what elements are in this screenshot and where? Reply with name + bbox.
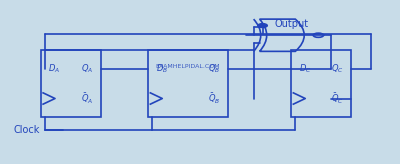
Circle shape [258, 24, 267, 28]
Text: $\bar{Q}_A$: $\bar{Q}_A$ [81, 91, 94, 106]
Bar [148, 50, 228, 117]
Text: $D_B$: $D_B$ [156, 62, 168, 75]
Text: Clock: Clock [13, 125, 40, 135]
Bar [41, 50, 101, 117]
Text: $D_A$: $D_A$ [48, 62, 60, 75]
Text: $\bar{Q}_C$: $\bar{Q}_C$ [331, 91, 344, 106]
Text: $Q_A$: $Q_A$ [81, 62, 94, 75]
Text: $\bar{Q}_B$: $\bar{Q}_B$ [208, 91, 221, 106]
Text: $D_C$: $D_C$ [298, 62, 311, 75]
Bar [291, 50, 351, 117]
Text: EXAMHELPIDAL.COM: EXAMHELPIDAL.COM [156, 64, 220, 69]
Text: $Q_B$: $Q_B$ [208, 62, 221, 75]
Text: $Q_C$: $Q_C$ [331, 62, 344, 75]
Text: Output: Output [274, 19, 309, 29]
